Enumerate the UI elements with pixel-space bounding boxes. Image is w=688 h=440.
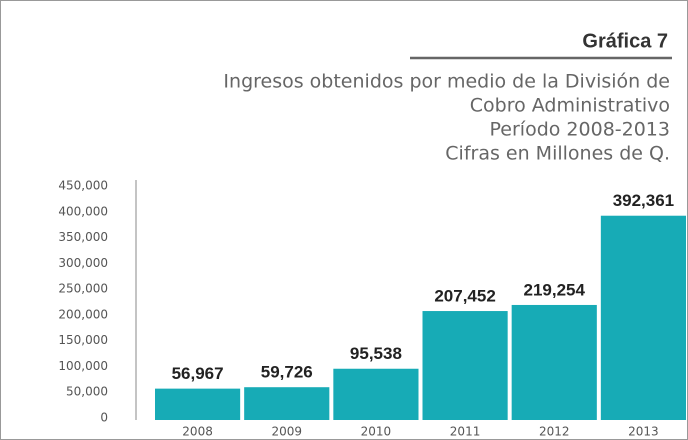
subtitle-line: Período 2008-2013	[490, 119, 670, 141]
x-tick-label: 2011	[450, 425, 481, 439]
bar	[600, 215, 686, 420]
bar	[155, 388, 241, 420]
bar	[333, 368, 419, 420]
y-tick-label: 300,000	[58, 256, 108, 270]
y-tick-label: 100,000	[58, 359, 108, 373]
chart-title: Gráfica 7	[582, 30, 668, 52]
value-label: 392,361	[613, 191, 674, 210]
subtitle-line: Ingresos obtenidos por medio de la Divis…	[223, 71, 670, 93]
y-tick-label: 250,000	[58, 282, 108, 296]
y-tick-label: 50,000	[66, 385, 108, 399]
y-tick-label: 350,000	[58, 230, 108, 244]
value-label: 219,254	[524, 280, 586, 299]
y-tick-label: 450,000	[58, 179, 108, 193]
subtitle-line: Cobro Administrativo	[470, 95, 670, 117]
x-tick-label: 2008	[182, 425, 213, 439]
value-label: 95,538	[350, 344, 402, 363]
x-tick-label: 2012	[539, 425, 570, 439]
bar	[511, 304, 597, 420]
bar	[422, 311, 508, 420]
value-label: 56,967	[172, 364, 224, 383]
y-tick-label: 0	[100, 411, 108, 425]
y-tick-label: 200,000	[58, 307, 108, 321]
x-tick-label: 2010	[361, 425, 392, 439]
value-label: 59,726	[261, 363, 313, 382]
x-tick-label: 2009	[271, 425, 302, 439]
y-tick-label: 400,000	[58, 204, 108, 218]
value-label: 207,452	[434, 287, 495, 306]
x-tick-label: 2013	[628, 425, 659, 439]
bar	[244, 387, 330, 420]
subtitle-line: Cifras en Millones de Q.	[445, 143, 670, 165]
y-tick-label: 150,000	[58, 333, 108, 347]
